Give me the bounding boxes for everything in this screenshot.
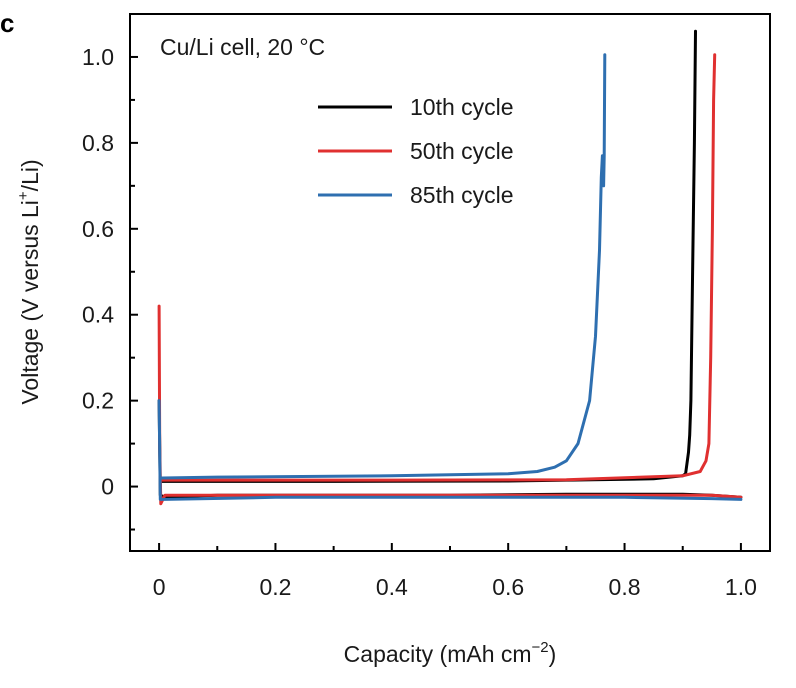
y-tick-label: 0.8 bbox=[82, 130, 114, 156]
y-axis-title-sup: + bbox=[15, 191, 32, 200]
legend: 10th cycle 50th cycle 85th cycle bbox=[318, 94, 514, 208]
x-tick-label: 0.8 bbox=[609, 574, 641, 600]
panel-letter: c bbox=[0, 8, 14, 38]
x-axis-title-sup: −2 bbox=[532, 639, 549, 656]
chart-annotation: Cu/Li cell, 20 °C bbox=[160, 34, 325, 60]
y-tick-label: 0 bbox=[101, 474, 114, 500]
series-line-2 bbox=[160, 53, 717, 482]
series-line-3 bbox=[157, 399, 743, 501]
series-layer bbox=[157, 29, 743, 506]
legend-label: 85th cycle bbox=[410, 182, 514, 208]
y-axis-title: Voltage (V versus Li+/Li) bbox=[15, 159, 43, 404]
y-tick-label: 1.0 bbox=[82, 44, 114, 70]
legend-label: 10th cycle bbox=[410, 94, 514, 120]
x-tick-label: 0.2 bbox=[259, 574, 291, 600]
x-tick-label: 0 bbox=[153, 574, 166, 600]
x-tick-label: 0.6 bbox=[492, 574, 524, 600]
legend-label: 50th cycle bbox=[410, 138, 514, 164]
x-axis-title: Capacity (mAh cm−2) bbox=[344, 639, 557, 667]
y-tick-label: 0.6 bbox=[82, 216, 114, 242]
x-tick-label: 1.0 bbox=[725, 574, 757, 600]
x-tick-label: 0.4 bbox=[376, 574, 408, 600]
y-axis-ticks: 0 0.2 0.4 0.6 0.8 1.0 bbox=[82, 44, 138, 531]
y-axis-title-main: Voltage (V versus Li bbox=[17, 200, 43, 405]
y-tick-label: 0.4 bbox=[82, 302, 114, 328]
series-line-3 bbox=[160, 53, 607, 480]
x-axis-ticks: 0 0.2 0.4 0.6 0.8 1.0 bbox=[153, 543, 757, 600]
x-axis-title-close: ) bbox=[549, 641, 557, 667]
y-tick-label: 0.2 bbox=[82, 388, 114, 414]
y-axis-title-close: /Li) bbox=[17, 159, 43, 191]
x-axis-title-main: Capacity (mAh cm bbox=[344, 641, 532, 667]
